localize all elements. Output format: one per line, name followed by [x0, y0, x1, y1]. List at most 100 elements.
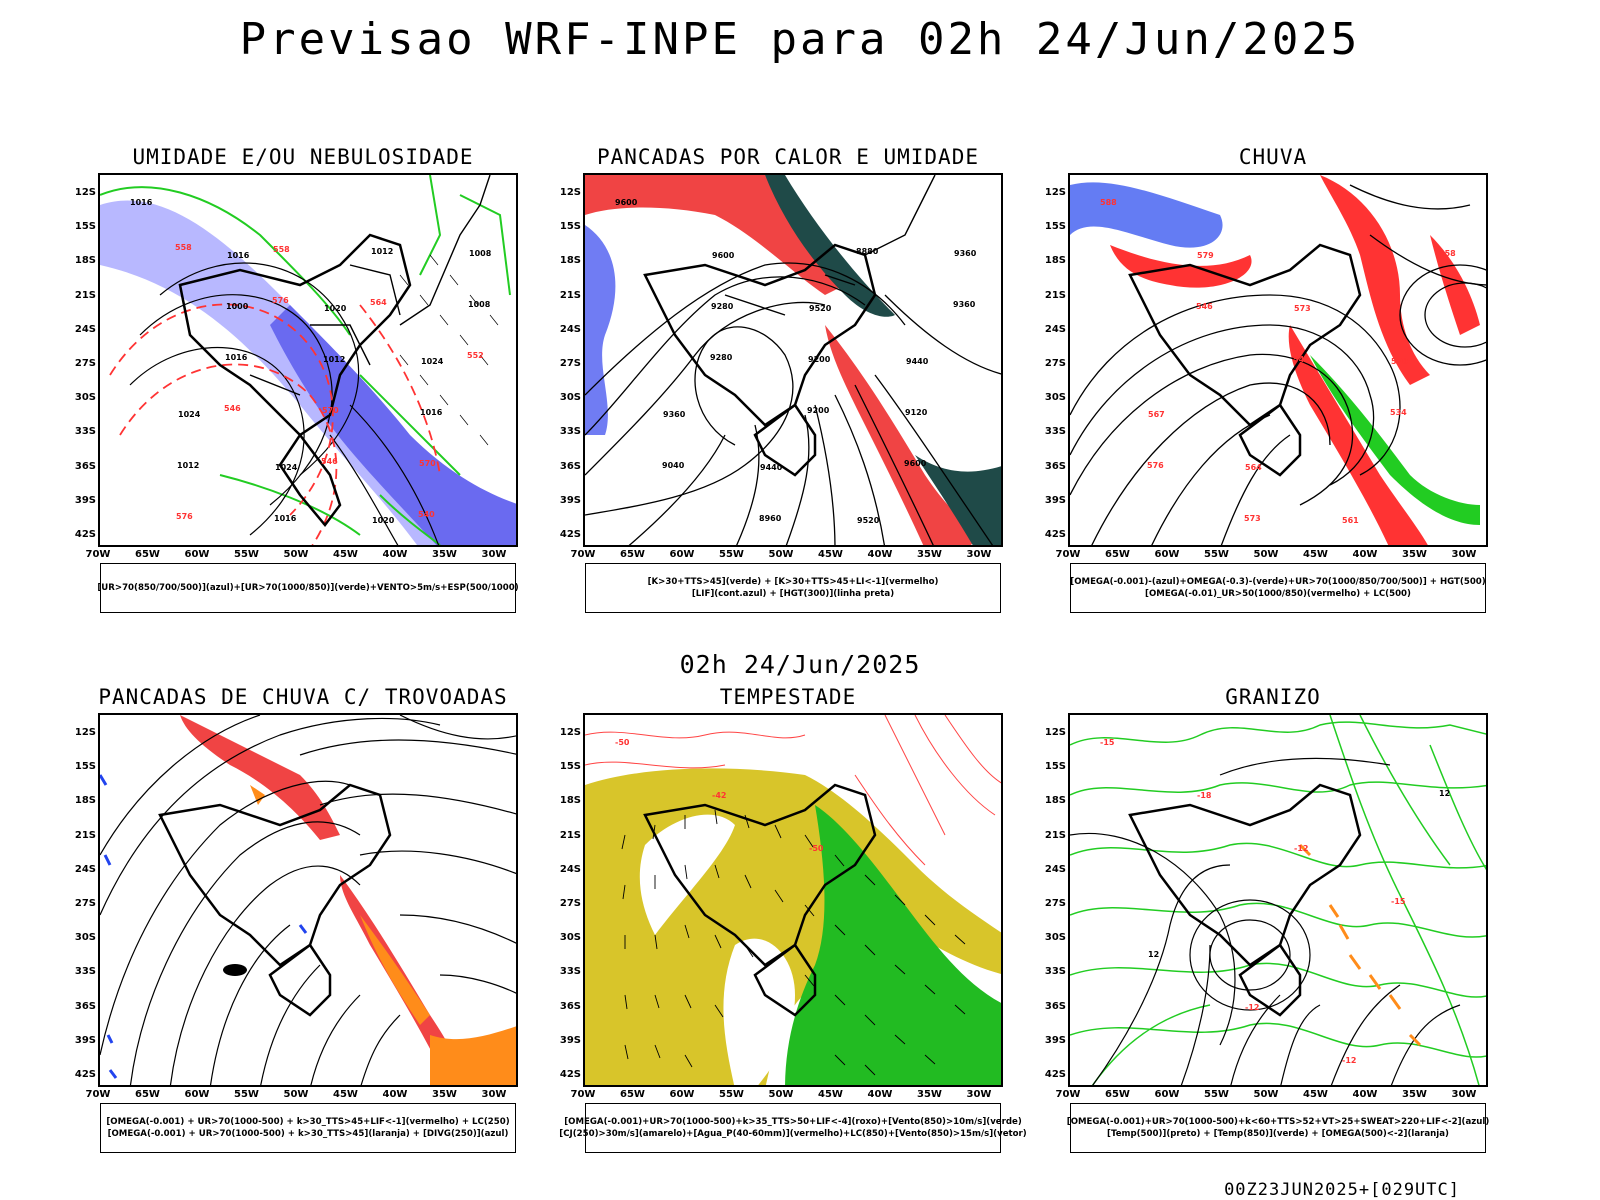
lat-tick-label: 30S: [74, 932, 96, 944]
map-umidade[interactable]: 1016 1016 1020 1024 1024 1024 1020 1008 1000 1012…: [98, 173, 518, 547]
lon-tick-label: 45W: [333, 549, 358, 560]
lat-tick-label: 42S: [559, 1069, 581, 1080]
contour-label: -15: [1391, 897, 1406, 906]
lon-tick-label: 30W: [966, 1089, 992, 1100]
lat-tick-label: 30S: [559, 392, 581, 404]
legend-line: [CJ(250)>30m/s](amarelo)+[Agua_P(40-60mm…: [559, 1129, 1027, 1139]
lat-tick-label: 18S: [559, 255, 581, 267]
lon-tick-label: 50W: [283, 549, 309, 560]
lat-tick-label: 39S: [74, 1034, 96, 1046]
lat-tick-label: 24S: [1044, 863, 1066, 875]
lat-tick-label: 18S: [74, 795, 96, 807]
map-tempestade-svg: -50 -42 -50: [585, 715, 1001, 1085]
map-umidade-svg: 1016 1016 1020 1024 1024 1024 1020 1008 1000 1012…: [100, 175, 516, 545]
contour-label: 564: [1245, 463, 1262, 472]
lon-tick-label: 65W: [620, 549, 645, 560]
lon-tick-label: 50W: [768, 1089, 794, 1100]
lat-tick-label: 30S: [559, 932, 581, 944]
contour-label: -15: [1100, 738, 1115, 747]
lat-tick-label: 27S: [559, 898, 581, 909]
lat-tick-label: 15S: [559, 761, 581, 773]
lat-tick-label: 24S: [559, 323, 581, 335]
contour-label: 9600: [904, 459, 927, 468]
contour-label: -42: [712, 791, 726, 800]
lon-tick-label: 70W: [570, 1089, 596, 1100]
lat-tick-label: 33S: [559, 966, 581, 978]
contour-label: 9200: [807, 406, 830, 415]
lon-tick-label: 45W: [1303, 1089, 1328, 1100]
lat-tick-label: 30S: [1044, 392, 1066, 404]
lon-tick-label: 50W: [1253, 549, 1279, 560]
contour-label: 9040: [662, 461, 685, 470]
contour-label: 558: [1439, 249, 1456, 258]
lon-tick-label: 65W: [1105, 549, 1130, 560]
legend-line: [OMEGA(-0.001)-(azul)+OMEGA(-0.3)-(verde…: [1070, 577, 1486, 587]
lat-tick-label: 15S: [559, 221, 581, 233]
contour-label: 540: [1293, 355, 1310, 364]
lat-tick-label: 12S: [559, 187, 581, 198]
lat-tick-label: 36S: [1044, 460, 1066, 472]
main-title: Previsao WRF-INPE para 02h 24/Jun/2025: [239, 14, 1361, 65]
lon-tick-label: 30W: [481, 1089, 507, 1100]
map-trovoadas[interactable]: [98, 713, 518, 1087]
lon-tick-label: 45W: [1303, 549, 1328, 560]
lon-tick-label: 60W: [669, 549, 695, 560]
lat-tick-label: 24S: [74, 323, 96, 335]
contour-label: 1020: [372, 516, 395, 525]
lat-tick-label: 15S: [1044, 761, 1066, 773]
contour-label: 534: [1390, 408, 1407, 417]
lat-tick-label: 30S: [74, 392, 96, 404]
lat-tick-label: 24S: [1044, 323, 1066, 335]
map-pancadas-calor[interactable]: 9600 9600 9520 9440 9360 9440 9520 9360 9280 9200…: [583, 173, 1003, 547]
panel-granizo: GRANIZO: [1038, 685, 1508, 1155]
lat-tick-label: 36S: [74, 1000, 96, 1012]
panel-title: PANCADAS POR CALOR E UMIDADE: [596, 145, 979, 169]
lat-tick-label: 21S: [1044, 289, 1066, 301]
contour-label: 576: [1147, 461, 1164, 470]
contour-label: 12: [1148, 950, 1159, 959]
lon-tick-label: 55W: [234, 549, 259, 560]
panel-umidade: UMIDADE E/OU NEBULOSIDADE: [68, 145, 538, 615]
lon-tick-label: 30W: [1451, 1089, 1477, 1100]
contour-label: -50: [809, 844, 824, 853]
lon-tick-label: 55W: [1204, 549, 1229, 560]
lon-tick-label: 35W: [1402, 1089, 1427, 1100]
contour-label: 570: [419, 459, 436, 468]
lon-tick-label: 40W: [1352, 1089, 1378, 1100]
contour-label: 588: [1100, 198, 1117, 207]
lon-tick-label: 55W: [719, 1089, 744, 1100]
legend-umidade: [UR>70(850/700/500)](azul)+[UR>70(1000/8…: [97, 563, 519, 613]
map-granizo[interactable]: -15 -18 -12 -15 12 -12 -12 12: [1068, 713, 1488, 1087]
lat-tick-label: 39S: [74, 494, 96, 506]
panel-title: UMIDADE E/OU NEBULOSIDADE: [132, 145, 474, 169]
lon-tick-label: 45W: [818, 549, 843, 560]
map-chuva[interactable]: 588 579 573 570 567 564 561 558 546 540 534 576 573: [1068, 173, 1488, 547]
lon-tick-label: 35W: [1402, 549, 1427, 560]
legend-line: [K>30+TTS>45](verde) + [K>30+TTS>45+LI<-…: [647, 577, 939, 587]
map-granizo-svg: -15 -18 -12 -15 12 -12 -12 12: [1070, 715, 1486, 1085]
contour-label: 9200: [808, 355, 831, 364]
lat-tick-label: 42S: [74, 529, 96, 540]
contour-label: 573: [1294, 304, 1311, 313]
lat-tick-label: 33S: [74, 426, 96, 438]
lat-tick-label: 18S: [1044, 255, 1066, 267]
lat-tick-label: 27S: [559, 358, 581, 369]
legend-line: [OMEGA(-0.001) + UR>70(1000-500) + k>30_…: [107, 1129, 509, 1139]
contour-label: 8960: [759, 514, 782, 523]
lon-tick-label: 55W: [1204, 1089, 1229, 1100]
contour-label: 1016: [420, 408, 443, 417]
contour-label: 567: [1148, 410, 1165, 419]
legend-chuva: [OMEGA(-0.001)-(azul)+OMEGA(-0.3)-(verde…: [1070, 563, 1486, 613]
lon-tick-label: 40W: [382, 1089, 408, 1100]
contour-label: 9440: [760, 463, 783, 472]
lat-tick-label: 27S: [1044, 358, 1066, 369]
panel-pancadas-calor: PANCADAS POR CALOR E UMIDADE: [553, 145, 1023, 615]
contour-label: 1012: [323, 355, 345, 364]
panel-title: GRANIZO: [1225, 685, 1321, 709]
contour-label: 561: [1342, 516, 1359, 525]
map-chuva-svg: 588 579 573 570 567 564 561 558 546 540 534 576 573: [1070, 175, 1486, 545]
map-tempestade[interactable]: -50 -42 -50: [583, 713, 1003, 1087]
lat-tick-label: 21S: [74, 289, 96, 301]
lon-tick-label: 60W: [184, 1089, 210, 1100]
lat-tick-label: 27S: [1044, 898, 1066, 909]
